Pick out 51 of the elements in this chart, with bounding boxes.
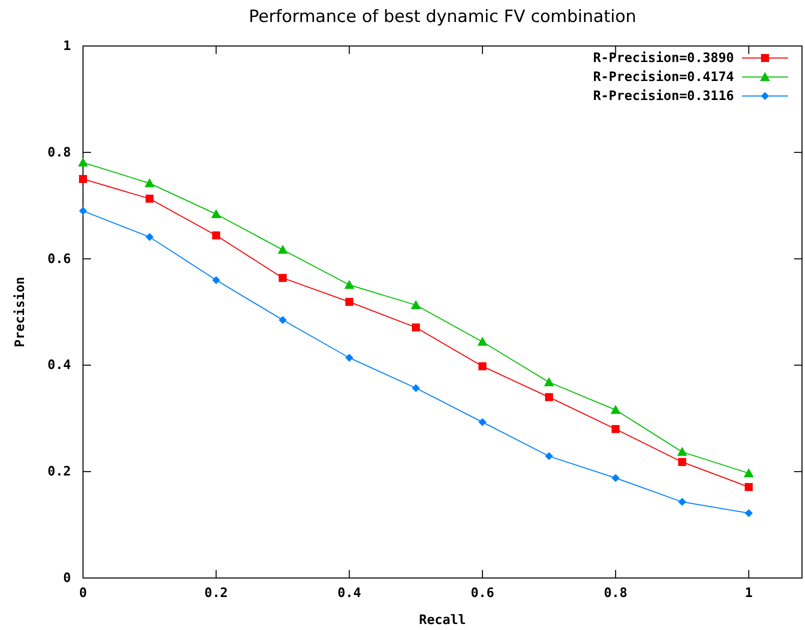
point bbox=[612, 425, 620, 434]
y-tick-label: 0 bbox=[63, 571, 72, 586]
chart-title: Performance of best dynamic FV combination bbox=[248, 7, 636, 27]
point bbox=[477, 336, 488, 346]
point bbox=[544, 377, 554, 386]
y-tick-label: 0.6 bbox=[48, 252, 72, 267]
y-axis-title: Precision bbox=[13, 276, 28, 348]
point bbox=[610, 404, 621, 414]
x-tick-label: 0 bbox=[79, 586, 88, 601]
point bbox=[545, 393, 554, 402]
point bbox=[678, 498, 686, 506]
point bbox=[278, 244, 288, 254]
point bbox=[545, 452, 554, 460]
point bbox=[412, 323, 420, 332]
x-tick-label: 1 bbox=[744, 586, 753, 601]
point bbox=[410, 300, 421, 310]
legend-label: R-Precision=0.3890 bbox=[593, 51, 734, 66]
point bbox=[478, 418, 486, 426]
point bbox=[212, 276, 220, 284]
legend-label: R-Precision=0.4174 bbox=[593, 70, 734, 85]
point bbox=[79, 206, 87, 215]
point bbox=[612, 474, 620, 482]
point bbox=[344, 280, 354, 289]
x-axis-title: Recall bbox=[419, 613, 466, 628]
point bbox=[478, 362, 486, 370]
y-tick-label: 0.8 bbox=[48, 145, 72, 160]
point bbox=[146, 194, 154, 203]
point bbox=[78, 158, 88, 167]
point bbox=[744, 468, 754, 478]
x-tick-label: 0.8 bbox=[604, 586, 628, 601]
point bbox=[212, 231, 220, 240]
y-tick-label: 0.2 bbox=[48, 464, 71, 480]
x-tick-label: 0.6 bbox=[470, 586, 494, 601]
y-tick-label: 0.4 bbox=[48, 358, 72, 374]
point bbox=[677, 446, 688, 456]
y-tick-label: 1 bbox=[63, 39, 72, 54]
x-tick-label: 0.2 bbox=[204, 586, 228, 601]
point bbox=[678, 458, 686, 466]
point bbox=[345, 298, 354, 306]
point bbox=[144, 178, 155, 188]
point bbox=[744, 509, 753, 518]
point bbox=[744, 483, 753, 492]
point bbox=[79, 175, 87, 183]
point bbox=[278, 316, 287, 324]
point bbox=[146, 232, 154, 241]
legend-label: R-Precision=0.3116 bbox=[593, 89, 734, 104]
x-tick-label: 0.4 bbox=[338, 586, 362, 601]
point bbox=[412, 384, 420, 392]
point bbox=[345, 354, 354, 362]
point bbox=[278, 274, 287, 282]
point bbox=[211, 209, 222, 218]
